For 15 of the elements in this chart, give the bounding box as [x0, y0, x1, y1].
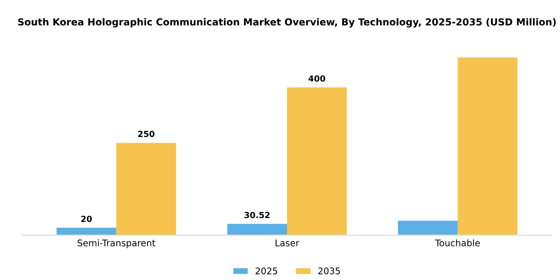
data-label: 30.52: [244, 212, 270, 218]
x-tick-label: Touchable: [435, 239, 480, 246]
data-label: 400: [308, 75, 326, 82]
bar: [458, 58, 518, 236]
x-tick-label: Laser: [276, 240, 300, 246]
legend-label: 2035: [318, 268, 340, 274]
bar: [227, 224, 287, 236]
data-label: 20: [81, 216, 92, 222]
x-tick-label: Semi-Transparent: [78, 239, 156, 248]
bar: [398, 220, 458, 236]
legend-label: 2025: [256, 268, 278, 274]
bar: [116, 142, 176, 236]
bar: [287, 87, 347, 236]
data-label: 250: [138, 130, 154, 138]
chart-title: South Korea Holographic Communication Market Overview, By Technology, 2025-2035 (USD Million): [18, 18, 556, 28]
